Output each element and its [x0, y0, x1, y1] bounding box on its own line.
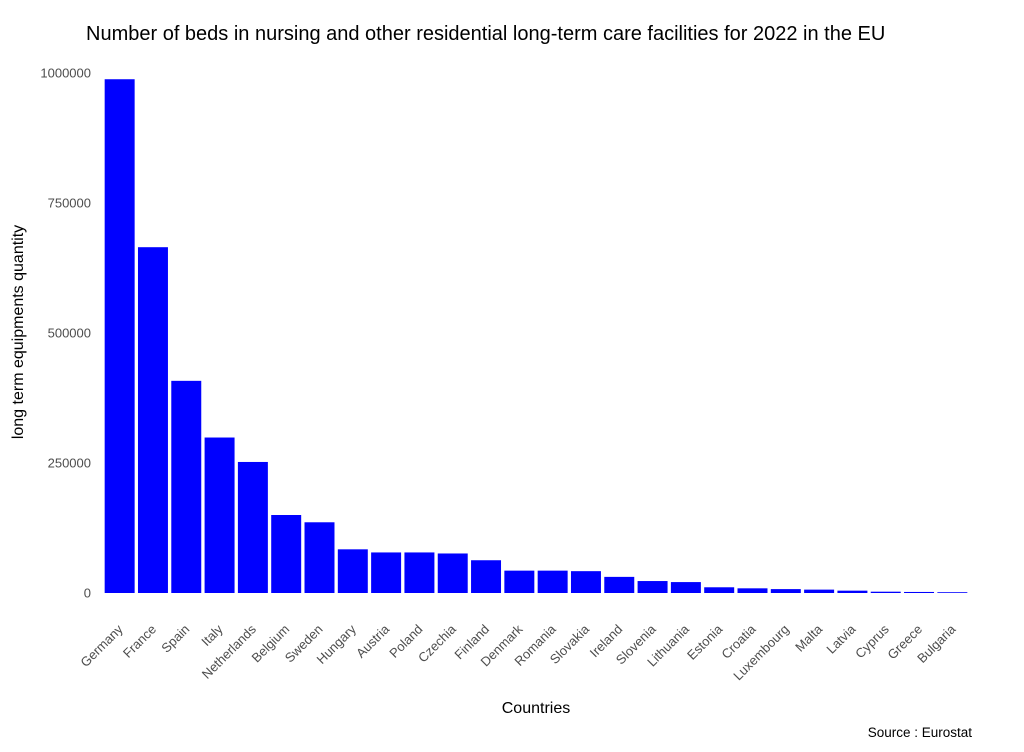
bar — [204, 437, 235, 593]
x-tick-label: Germany — [77, 621, 126, 670]
x-tick-label: Czechia — [415, 621, 459, 665]
bar — [804, 589, 835, 593]
x-tick-label: Italy — [198, 621, 226, 649]
y-axis-ticks: 0 250000 500000 750000 1000000 — [40, 66, 91, 601]
y-axis-title: long term equipments quantity — [10, 225, 27, 439]
bar — [637, 581, 668, 593]
bars — [104, 79, 968, 594]
bar — [604, 576, 635, 593]
x-tick-label: France — [120, 622, 159, 661]
x-tick-label: Bulgaria — [914, 621, 959, 666]
bar — [437, 553, 468, 593]
bar — [937, 592, 968, 593]
bar — [704, 587, 735, 593]
bar — [770, 589, 801, 593]
bar — [104, 79, 135, 594]
bar — [904, 591, 935, 593]
bar — [304, 522, 335, 593]
bar — [670, 582, 701, 593]
bar — [870, 591, 901, 593]
x-tick-label: Cyprus — [852, 621, 892, 661]
bar — [171, 380, 202, 593]
bar — [471, 560, 502, 593]
bar — [371, 552, 402, 593]
bar — [537, 570, 568, 593]
bar — [271, 515, 302, 593]
chart-title: Number of beds in nursing and other resi… — [86, 23, 885, 45]
x-axis-title: Countries — [502, 700, 570, 717]
bar — [504, 570, 535, 593]
y-tick-label: 500000 — [48, 326, 91, 341]
bar — [570, 571, 601, 593]
x-tick-label: Spain — [158, 622, 192, 656]
y-tick-label: 250000 — [48, 456, 91, 471]
bar — [337, 549, 368, 593]
y-tick-label: 0 — [84, 586, 91, 601]
source-caption: Source : Eurostat — [868, 725, 973, 740]
bar — [737, 588, 768, 593]
x-tick-label: Austria — [353, 621, 393, 661]
y-tick-label: 750000 — [48, 196, 91, 211]
bar — [237, 461, 268, 593]
x-tick-label: Estonia — [684, 621, 726, 663]
bar — [137, 247, 168, 593]
bar — [837, 590, 868, 593]
x-tick-label: Malta — [792, 621, 826, 655]
bar — [404, 552, 435, 593]
y-tick-label: 1000000 — [40, 66, 91, 81]
